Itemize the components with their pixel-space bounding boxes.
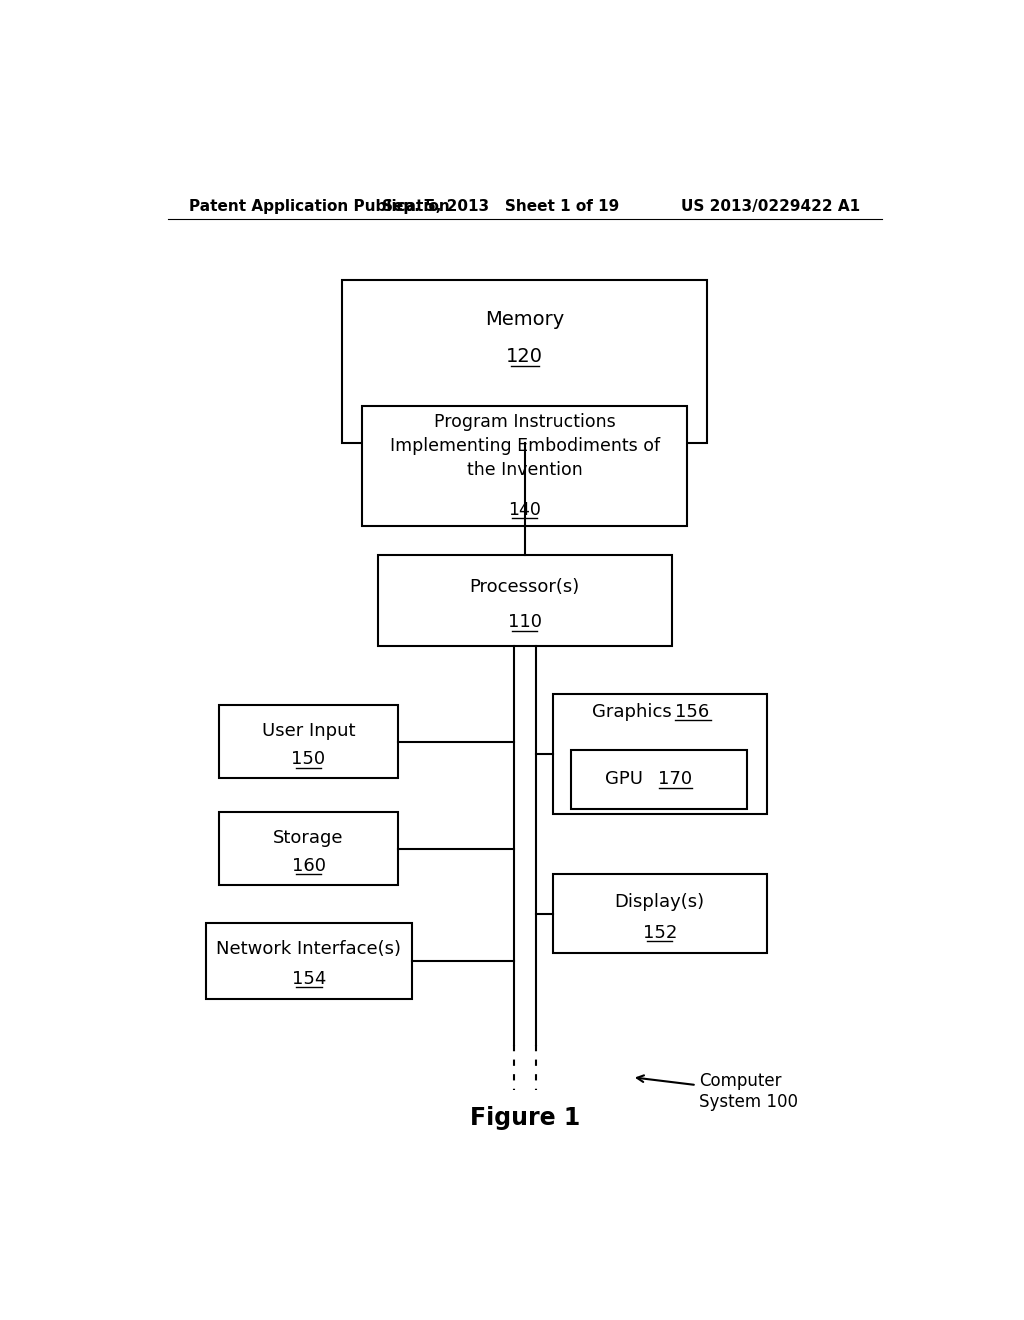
Text: Display(s): Display(s) [614, 892, 705, 911]
Text: Figure 1: Figure 1 [470, 1106, 580, 1130]
Bar [219, 705, 398, 779]
Text: Sep. 5, 2013   Sheet 1 of 19: Sep. 5, 2013 Sheet 1 of 19 [382, 199, 620, 214]
Text: 150: 150 [292, 750, 326, 768]
Text: US 2013/0229422 A1: US 2013/0229422 A1 [681, 199, 860, 214]
Text: 140: 140 [508, 500, 542, 519]
Text: 170: 170 [657, 771, 692, 788]
Text: Program Instructions
Implementing Embodiments of
the Invention: Program Instructions Implementing Embodi… [390, 413, 659, 479]
Text: User Input: User Input [262, 722, 355, 739]
Bar [570, 750, 748, 809]
Text: Processor(s): Processor(s) [470, 578, 580, 595]
Text: GPU: GPU [605, 771, 643, 788]
Text: Computer
System 100: Computer System 100 [637, 1072, 799, 1111]
Text: 156: 156 [675, 704, 709, 721]
Text: 110: 110 [508, 614, 542, 631]
Text: 160: 160 [292, 857, 326, 875]
Text: Storage: Storage [273, 829, 344, 846]
Bar [553, 694, 767, 814]
Bar [206, 923, 412, 999]
Text: Patent Application Publication: Patent Application Publication [189, 199, 450, 214]
Bar [342, 280, 708, 444]
Text: Network Interface(s): Network Interface(s) [216, 940, 401, 958]
Text: 152: 152 [642, 924, 677, 941]
Text: 154: 154 [292, 970, 326, 989]
Bar [219, 812, 398, 886]
Text: 120: 120 [506, 347, 544, 367]
Bar [378, 554, 672, 647]
Bar [362, 407, 687, 527]
Bar [553, 874, 767, 953]
Text: Graphics: Graphics [592, 704, 672, 721]
Text: Memory: Memory [485, 310, 564, 329]
